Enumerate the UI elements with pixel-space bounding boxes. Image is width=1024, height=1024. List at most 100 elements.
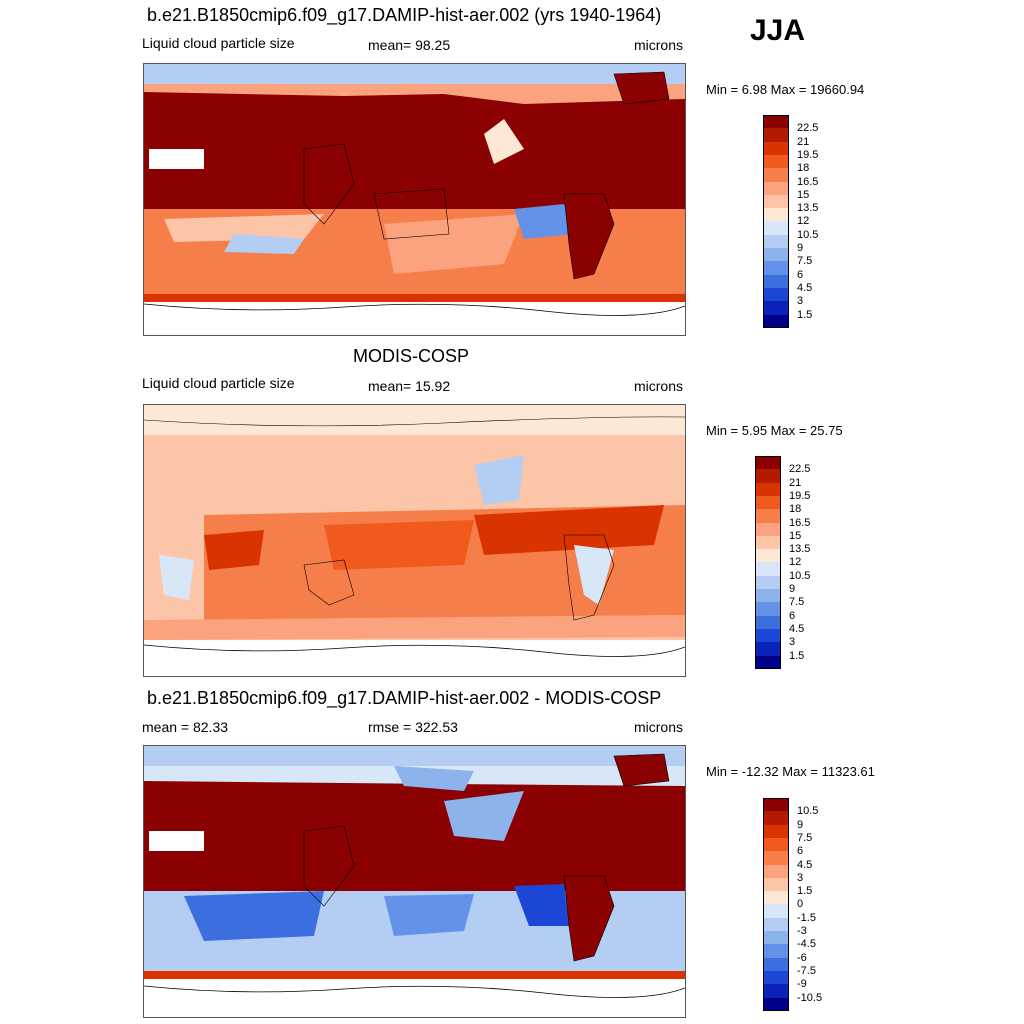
colorbar-tick-label: 13.5 xyxy=(789,543,811,556)
colorbar-tick-label: -9 xyxy=(797,978,807,991)
colorbar-swatch xyxy=(755,562,781,577)
colorbar-tick-label: 21 xyxy=(797,135,810,148)
colorbar-swatch xyxy=(763,168,789,182)
panel2-title: MODIS-COSP xyxy=(353,346,470,366)
colorbar-swatch xyxy=(755,535,781,550)
panel3-rmse-label: rmse = 322.53 xyxy=(368,719,458,735)
colorbar-swatch xyxy=(763,274,789,289)
colorbar-tick-label: 7.5 xyxy=(797,255,813,268)
colorbar-swatch xyxy=(763,115,789,129)
colorbar-swatch xyxy=(763,944,789,959)
colorbar-tick-label: -4.5 xyxy=(797,938,816,951)
colorbar-tick-label: 0 xyxy=(797,898,804,911)
panel3-mean-label: mean = 82.33 xyxy=(142,719,229,735)
colorbar-swatch xyxy=(763,798,789,812)
colorbar-tick-label: 15 xyxy=(797,188,810,201)
colorbar-swatch xyxy=(763,314,789,329)
colorbar-swatch xyxy=(755,509,781,523)
colorbar-tick-label: 4.5 xyxy=(797,858,813,871)
panel2-mean-label: mean= 15.92 xyxy=(368,378,451,394)
colorbar-tick-label: 10.5 xyxy=(797,805,819,818)
colorbar-swatch xyxy=(763,917,789,932)
colorbar-swatch xyxy=(763,128,789,143)
colorbar-tick-label: 7.5 xyxy=(789,596,805,609)
colorbar-tick-label: 19.5 xyxy=(789,489,811,502)
panel1-title: b.e21.B1850cmip6.f09_g17.DAMIP-hist-aer.… xyxy=(147,5,662,25)
colorbar-swatch xyxy=(755,482,781,497)
panel2-colorbar: 22.5 21 19.5 18 16.5 15 13.5 12 10.5 9 7.5 6 4.5 3 1.5 xyxy=(755,456,835,670)
colorbar-swatch xyxy=(763,141,789,156)
panel3-map xyxy=(143,745,686,1018)
colorbar-tick-label: 3 xyxy=(789,636,796,649)
colorbar-swatch xyxy=(763,301,789,315)
colorbar-tick-label: -3 xyxy=(797,925,807,937)
colorbar-swatch xyxy=(755,522,781,537)
colorbar-swatch xyxy=(763,811,789,826)
colorbar-swatch xyxy=(755,615,781,630)
colorbar-tick-label: 4.5 xyxy=(797,281,813,294)
colorbar-tick-label: 6 xyxy=(797,845,804,858)
colorbar-swatch xyxy=(755,655,781,670)
colorbar-tick-label: 22.5 xyxy=(789,463,811,476)
colorbar-tick-label: -10.5 xyxy=(797,991,823,1004)
colorbar-tick-label: 9 xyxy=(797,818,804,831)
colorbar-swatch xyxy=(763,851,789,865)
colorbar-swatch xyxy=(763,221,789,236)
colorbar-tick-label: 18 xyxy=(789,503,802,516)
colorbar-swatch xyxy=(755,456,781,470)
colorbar-tick-label: -7.5 xyxy=(797,964,816,977)
colorbar-swatch xyxy=(763,984,789,998)
colorbar-swatch xyxy=(755,628,781,643)
panel3-title: b.e21.B1850cmip6.f09_g17.DAMIP-hist-aer.… xyxy=(147,688,662,708)
colorbar-tick-label: -6 xyxy=(797,951,807,964)
season-label: JJA xyxy=(750,14,806,47)
colorbar-tick-label: 15 xyxy=(789,529,802,542)
colorbar-swatch xyxy=(763,864,789,879)
colorbar-tick-label: 9 xyxy=(789,583,796,595)
panel1-map xyxy=(143,63,686,336)
colorbar-swatch xyxy=(763,877,789,892)
colorbar-tick-label: 16.5 xyxy=(789,516,811,529)
panel1-colorbar: 22.5 21 19.5 18 16.5 15 13.5 12 10.5 9 7.5 6 4.5 3 1.5 xyxy=(763,115,843,329)
panel2-map xyxy=(143,404,686,677)
colorbar-tick-label: 21 xyxy=(789,476,802,489)
colorbar-tick-label: 1.5 xyxy=(797,308,813,321)
colorbar-swatch xyxy=(763,234,789,249)
colorbar-tick-label: 22.5 xyxy=(797,122,819,135)
panel1-units-label: microns xyxy=(634,37,684,53)
colorbar-tick-label: 13.5 xyxy=(797,202,819,215)
colorbar-swatch xyxy=(763,837,789,852)
colorbar-swatch xyxy=(763,208,789,222)
panel1-minmax: Min = 6.98 Max = 19660.94 xyxy=(706,82,865,97)
colorbar-tick-label: 18 xyxy=(797,162,810,175)
colorbar-swatch xyxy=(763,248,789,262)
colorbar-swatch xyxy=(755,589,781,603)
colorbar-swatch xyxy=(755,575,781,590)
colorbar-swatch xyxy=(755,602,781,617)
colorbar-tick-label: -1.5 xyxy=(797,911,816,924)
colorbar-swatch xyxy=(763,957,789,972)
colorbar-swatch xyxy=(755,549,781,563)
panel2-left-label: Liquid cloud particle size xyxy=(142,375,295,391)
colorbar-tick-label: 7.5 xyxy=(797,831,813,844)
colorbar-swatch xyxy=(763,904,789,919)
colorbar-swatch xyxy=(755,495,781,510)
colorbar-swatch xyxy=(763,181,789,196)
panel3-units-label: microns xyxy=(634,719,684,735)
panel1-left-label: Liquid cloud particle size xyxy=(142,35,295,51)
colorbar-tick-label: 12 xyxy=(797,215,810,228)
panel2-units-label: microns xyxy=(634,378,684,394)
panel1-mean-label: mean= 98.25 xyxy=(368,37,451,53)
colorbar-tick-label: 19.5 xyxy=(797,148,819,161)
colorbar-tick-label: 10.5 xyxy=(797,228,819,241)
colorbar-swatch xyxy=(763,931,789,945)
colorbar-tick-label: 9 xyxy=(797,242,804,254)
panel2-minmax: Min = 5.95 Max = 25.75 xyxy=(706,423,843,438)
colorbar-swatch xyxy=(763,970,789,985)
panel3-colorbar: 10.5 9 7.5 6 4.5 3 1.5 0 -1.5 -3 -4.5 -6 -7.5 -9 -10.5 xyxy=(763,798,843,1012)
colorbar-swatch xyxy=(755,642,781,656)
panel3-minmax: Min = -12.32 Max = 11323.61 xyxy=(706,764,875,779)
colorbar-tick-label: 16.5 xyxy=(797,175,819,188)
colorbar-swatch xyxy=(763,194,789,209)
colorbar-tick-label: 1.5 xyxy=(789,649,805,662)
